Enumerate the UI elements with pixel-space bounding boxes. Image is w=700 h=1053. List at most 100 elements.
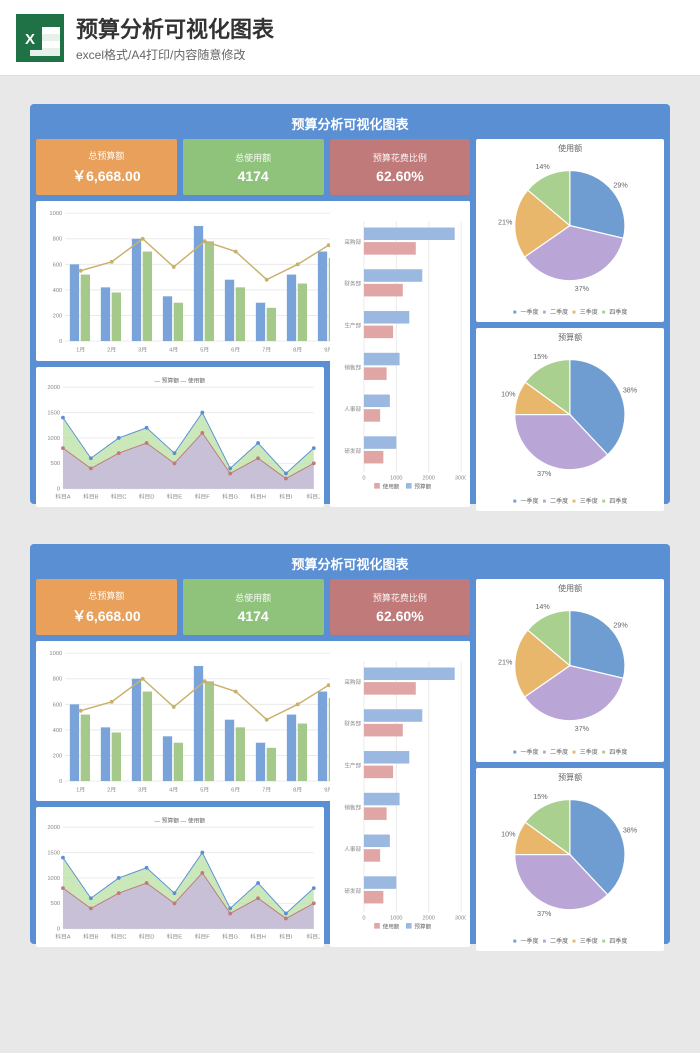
kpi-card: 预算花费比例 62.60% [330,579,471,635]
pie-chart: 使用额29%37%21%14%■一季度■二季度■三季度■四季度 [476,579,664,762]
svg-text:1000: 1000 [390,475,402,481]
svg-text:科目C: 科目C [111,932,127,940]
dashboard-preview-2: 预算分析可视化图表 总预算额￥6,668.00总使用额4174预算花费比例62.… [30,544,670,944]
svg-text:财务部: 财务部 [344,720,361,728]
header-text: 预算分析可视化图表 excel格式/A4打印/内容随意修改 [76,12,684,63]
svg-text:人事部: 人事部 [344,845,361,853]
kpi-card: 总使用额4174 [183,579,324,635]
svg-text:科目J: 科目J [307,932,320,940]
svg-text:15%: 15% [534,353,549,361]
kpi-card: 总预算额 ￥6,668.00 [36,579,177,635]
svg-text:600: 600 [53,702,63,708]
pie-title: 使用额 [480,583,660,594]
svg-text:生产部: 生产部 [344,762,361,770]
area-chart: — 预算额 — 使用额0500100015002000科目A科目B科目C科目D科… [36,367,324,507]
kpi-card: 预算花费比例62.60% [330,139,471,195]
pie-chart: 预算额38%37%10%15%■一季度■二季度■三季度■四季度 [476,768,664,951]
svg-text:财务部: 财务部 [344,280,361,288]
kpi-card: 总预算额 ￥6,668.00 [36,139,177,195]
svg-text:2000: 2000 [47,385,60,391]
svg-text:销售部: 销售部 [344,363,361,371]
svg-text:预算额: 预算额 [414,923,431,931]
svg-text:科目H: 科目H [250,492,266,500]
page-subtitle: excel格式/A4打印/内容随意修改 [76,46,684,63]
svg-text:1000: 1000 [49,211,62,217]
svg-text:科目B: 科目B [83,492,98,500]
svg-text:0: 0 [57,927,60,933]
kpi-card: 总使用额 4174 [183,139,324,195]
dashboard-preview-1: 预算分析可视化图表 总预算额 ￥6,668.00 总使用额 4174 预算花费比例62.… [30,104,670,504]
pie-chart: 预算额38%37%10%15%■一季度■二季度■三季度■四季度 [476,328,664,511]
svg-text:200: 200 [53,753,63,759]
svg-text:6月: 6月 [231,787,240,794]
svg-text:37%: 37% [575,285,590,293]
kpi-label: 总预算额 [88,149,124,162]
svg-text:科目A: 科目A [55,932,70,940]
kpi-label: 预算花费比例 [373,591,427,604]
svg-text:2000: 2000 [422,915,434,921]
kpi-label: 总预算额 [88,589,124,602]
svg-text:1000: 1000 [47,876,60,882]
preview-container: 预算分析可视化图表 总预算额 ￥6,668.00 总使用额 4174 预算花费比例 62.… [0,76,700,972]
svg-text:科目I: 科目I [279,492,292,500]
svg-text:5月: 5月 [200,787,209,794]
svg-text:— 预算额 — 使用额: — 预算额 — 使用额 [154,816,205,824]
svg-text:2月: 2月 [107,347,116,354]
svg-text:5月: 5月 [200,347,209,354]
pie-title: 使用额 [480,143,660,154]
svg-text:科目F: 科目F [195,932,210,940]
svg-text:21%: 21% [498,218,513,226]
pie-legend: ■一季度■二季度■三季度■四季度 [480,305,660,318]
svg-text:6月: 6月 [231,347,240,354]
area-chart: — 预算额 — 使用额0500100015002000科目A科目B科目C科目D科… [36,807,324,947]
svg-text:21%: 21% [498,658,513,666]
pie-legend: ■一季度■二季度■三季度■四季度 [480,494,660,507]
pie-legend: ■一季度■二季度■三季度■四季度 [480,745,660,758]
svg-text:38%: 38% [623,826,638,834]
svg-text:29%: 29% [614,181,629,189]
svg-text:销售部: 销售部 [344,803,361,811]
svg-text:1000: 1000 [390,915,402,921]
kpi-value: 62.60% [376,608,423,624]
svg-text:1000: 1000 [49,651,62,657]
svg-text:科目F: 科目F [195,492,210,500]
svg-text:科目J: 科目J [307,492,320,500]
pie-title: 预算额 [480,772,660,783]
kpi-value: 4174 [238,168,269,184]
svg-text:37%: 37% [575,725,590,733]
svg-text:14%: 14% [536,163,551,171]
svg-text:500: 500 [51,461,61,467]
svg-text:200: 200 [53,313,63,319]
svg-text:0: 0 [362,475,365,481]
kpi-label: 总使用额 [235,151,271,164]
svg-text:10%: 10% [501,830,516,838]
kpi-value: ￥6,668.00 [72,606,141,626]
dashboard-title: 预算分析可视化图表 [36,110,664,139]
kpi-value: 62.60% [376,168,423,184]
svg-text:科目E: 科目E [167,492,182,500]
svg-text:800: 800 [53,237,63,243]
svg-text:600: 600 [53,262,63,268]
svg-text:1000: 1000 [47,436,60,442]
svg-text:37%: 37% [537,910,552,918]
svg-text:科目C: 科目C [111,492,127,500]
svg-text:3000: 3000 [454,915,466,921]
svg-text:科目I: 科目I [279,932,292,940]
svg-text:3月: 3月 [138,787,147,794]
svg-text:1500: 1500 [47,411,60,417]
svg-text:2000: 2000 [422,475,434,481]
svg-text:15%: 15% [534,793,549,801]
pie-column: 使用额29%37%21%14%■一季度■二季度■三季度■四季度预算额38%37%… [476,579,664,947]
svg-text:人事部: 人事部 [344,405,361,413]
svg-text:4月: 4月 [169,787,178,794]
svg-text:0: 0 [59,339,62,345]
kpi-value: ￥6,668.00 [72,166,141,186]
svg-text:8月: 8月 [293,787,302,794]
svg-text:使用额: 使用额 [382,483,399,491]
svg-text:7月: 7月 [262,347,271,354]
pie-title: 预算额 [480,332,660,343]
svg-text:10%: 10% [501,390,516,398]
svg-text:科目G: 科目G [222,492,238,500]
svg-text:0: 0 [59,779,62,785]
svg-text:研发部: 研发部 [344,447,361,455]
